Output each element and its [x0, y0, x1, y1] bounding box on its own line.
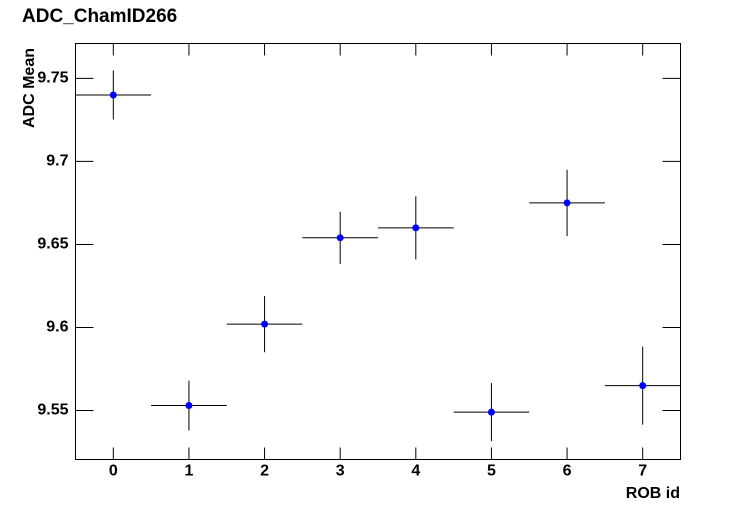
y-tick-label: 9.7 [46, 153, 68, 170]
x-tick-label: 1 [184, 463, 193, 480]
y-tick-label: 9.65 [37, 236, 68, 253]
y-tick-label: 9.75 [37, 70, 68, 87]
x-axis-label: ROB id [626, 485, 680, 502]
x-tick-label: 3 [336, 463, 345, 480]
data-point [336, 234, 344, 242]
y-axis-label: ADC Mean [21, 48, 38, 128]
x-tick-label: 4 [411, 463, 420, 480]
frame [75, 43, 681, 460]
x-tick-label: 5 [487, 463, 496, 480]
data-point [412, 224, 420, 232]
y-tick-label: 9.6 [46, 319, 68, 336]
data-point [261, 320, 269, 328]
x-tick-label: 0 [109, 463, 118, 480]
x-tick-label: 6 [563, 463, 572, 480]
x-tick-label: 7 [638, 463, 647, 480]
data-point [639, 382, 647, 390]
data-point [487, 408, 495, 416]
data-point [185, 402, 193, 410]
chart-title: ADC_ChamID266 [22, 6, 177, 27]
x-tick-label: 2 [260, 463, 269, 480]
data-point [109, 91, 117, 99]
y-tick-label: 9.55 [37, 402, 68, 419]
data-point [563, 199, 571, 207]
